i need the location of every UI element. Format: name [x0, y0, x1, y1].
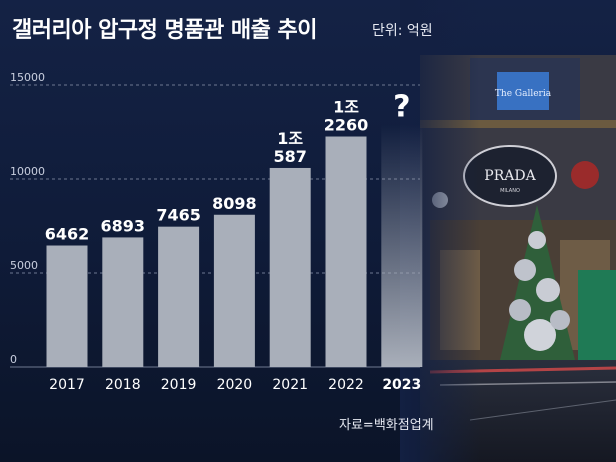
bar [158, 226, 200, 367]
bar [213, 214, 255, 367]
unit-label: 단위: 억원 [372, 23, 433, 39]
x-tick-label: 2017 [49, 377, 85, 393]
x-tick-label: 2023 [382, 377, 421, 393]
chart-title: 갤러리아 압구정 명품관 매출 추이 [12, 18, 318, 43]
value-label: 6462 [45, 225, 90, 244]
bar [325, 136, 367, 367]
value-label: 1조 [333, 98, 359, 117]
y-tick-label: 5000 [10, 259, 38, 272]
x-tick-label: 2021 [272, 377, 308, 393]
source-note: 자료=백화점업계 [339, 418, 434, 433]
value-label: 6893 [101, 216, 146, 235]
y-tick-label: 10000 [10, 165, 45, 178]
value-label: 7465 [156, 206, 201, 225]
value-label: 2260 [324, 116, 369, 135]
x-tick-label: 2020 [217, 377, 253, 393]
value-label: 587 [273, 147, 306, 166]
x-tick-label: 2018 [105, 377, 141, 393]
x-tick-label: 2022 [328, 377, 364, 393]
bar [46, 245, 88, 367]
bars [46, 124, 423, 367]
y-tick-label: 15000 [10, 71, 45, 84]
value-label: 8098 [212, 194, 257, 213]
value-label: ? [393, 89, 410, 124]
value-label: 1조 [277, 129, 303, 148]
x-tick-label: 2019 [161, 377, 197, 393]
y-tick-label: 0 [10, 353, 17, 366]
bar [269, 167, 311, 367]
bar-placeholder [381, 124, 423, 367]
bar [102, 237, 144, 367]
labels: 0 5000 10000 15000 6462 2017 6893 2018 7465 2019 8… [10, 71, 421, 393]
